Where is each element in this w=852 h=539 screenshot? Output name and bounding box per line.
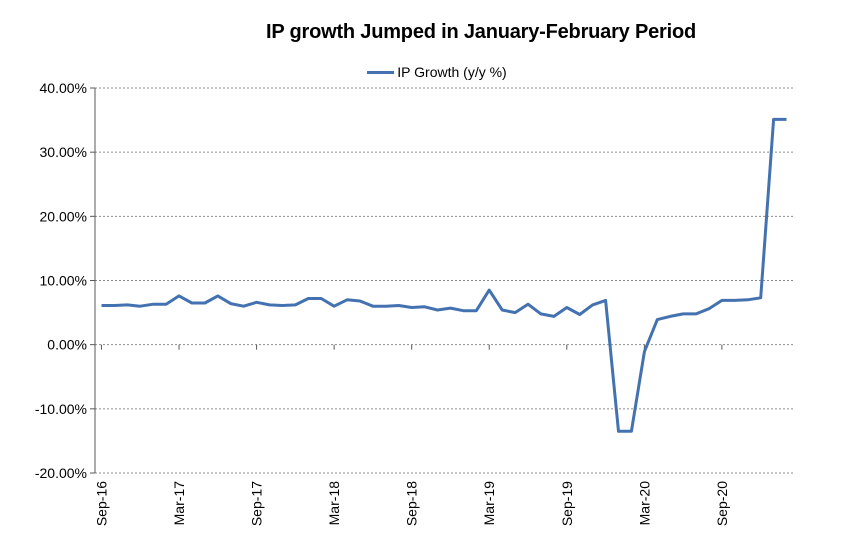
y-tick-label: 0.00% (47, 337, 87, 353)
y-tick-label: 10.00% (40, 273, 87, 289)
x-tick-label: Mar-19 (481, 481, 497, 526)
series-line (101, 117, 787, 433)
x-tick-label: Sep-19 (559, 481, 575, 526)
x-tick-label: Mar-17 (171, 481, 187, 526)
x-tick-label: Sep-18 (404, 481, 420, 526)
y-tick-label: -10.00% (35, 401, 87, 417)
y-tick-label: 20.00% (40, 208, 87, 224)
chart-title: IP growth Jumped in January-February Per… (265, 21, 696, 43)
legend-label: IP Growth (y/y %) (397, 64, 507, 80)
legend-line-swatch (367, 70, 395, 74)
x-tick-label: Sep-17 (249, 481, 265, 526)
y-tick-label: 40.00% (40, 80, 87, 96)
x-tick-label: Sep-20 (714, 481, 730, 526)
x-tick-label: Sep-16 (93, 481, 109, 526)
y-tick-label: 30.00% (40, 144, 87, 160)
y-tick-label: -20.00% (35, 465, 87, 481)
legend: IP Growth (y/y %) (22, 63, 852, 81)
x-tick-label: Mar-18 (326, 481, 342, 526)
x-tick-label: Mar-20 (636, 481, 652, 526)
